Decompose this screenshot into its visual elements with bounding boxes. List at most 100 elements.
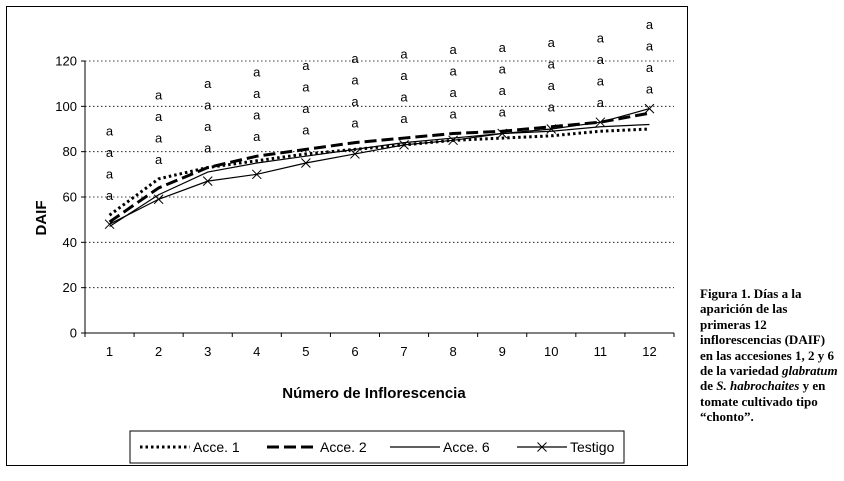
data-point-marker — [202, 176, 213, 186]
significance-letter: a — [351, 73, 359, 88]
x-axis: 1 2 3 4 5 6 7 8 9 10 11 12 — [84, 332, 675, 359]
marker-stroke — [399, 140, 409, 150]
caption-part-2: de — [700, 378, 717, 394]
y-tick-label: 120 — [55, 54, 77, 69]
caption-italic-2: S. habrochaites — [716, 378, 800, 394]
significance-letter: a — [253, 108, 261, 123]
data-point-marker — [448, 135, 458, 146]
figure-caption: Figura 1. Días a la aparición de las pri… — [700, 286, 840, 425]
significance-letter: a — [400, 68, 408, 83]
marker-stroke — [595, 117, 606, 128]
significance-letter: a — [400, 90, 408, 105]
significance-letter: a — [646, 17, 654, 32]
y-tick-label: 100 — [55, 99, 77, 114]
significance-letter: a — [548, 78, 556, 93]
significance-letter: a — [548, 57, 556, 72]
y-axis-label: DAIF — [33, 201, 50, 236]
marker-stroke — [350, 149, 360, 159]
data-point-marker — [251, 169, 262, 180]
legend-item: Acce. 2 — [267, 439, 367, 455]
marker-stroke — [546, 124, 557, 134]
significance-letter: a — [499, 83, 507, 98]
x-tick-label: 3 — [204, 344, 211, 359]
x-tick-label: 12 — [642, 344, 656, 359]
x-tick-label: 6 — [351, 344, 358, 359]
significance-letter: a — [548, 100, 556, 115]
series-lines — [104, 103, 655, 230]
significance-letter: a — [450, 85, 458, 100]
significance-letter: a — [646, 39, 654, 54]
legend-marker-stroke — [537, 442, 547, 452]
significance-letter: a — [302, 58, 310, 73]
y-tick-label: 0 — [70, 326, 77, 341]
x-axis-label: Número de Inflorescencia — [282, 385, 466, 402]
caption-part-1: Figura 1. Días a la aparición de las pri… — [700, 286, 834, 379]
x-tick-label: 9 — [499, 344, 506, 359]
data-point-marker — [546, 124, 557, 134]
significance-letter: a — [106, 188, 114, 203]
significance-letter: a — [106, 167, 114, 182]
significance-letter: a — [499, 61, 507, 76]
marker-stroke — [202, 176, 213, 186]
legend-label: Acce. 6 — [443, 439, 490, 455]
significance-letter: a — [302, 101, 310, 116]
significance-letter: a — [204, 141, 212, 156]
significance-letter: a — [351, 51, 359, 66]
series-line-acce-6 — [109, 123, 650, 227]
y-axis: 0 20 40 60 80 100 120 — [55, 54, 86, 341]
significance-letter: a — [351, 94, 359, 109]
data-point-marker — [104, 219, 115, 230]
significance-letters: aaaaaaaaaaaaaaaaaaaaaaaaaaaaaaaaaaaaaaaa… — [106, 17, 654, 203]
significance-letter: a — [204, 119, 212, 134]
series-line-acce-2 — [108, 111, 650, 224]
x-tick-label: 5 — [302, 344, 309, 359]
significance-letter: a — [155, 130, 163, 145]
significance-letter: a — [646, 82, 654, 97]
significance-letter: a — [400, 47, 408, 62]
x-tick-label: 7 — [400, 344, 407, 359]
marker-stroke — [448, 135, 458, 146]
x-tick-label: 2 — [155, 344, 162, 359]
significance-letter: a — [597, 95, 605, 110]
series-line-acce-1 — [108, 127, 650, 217]
legend-label: Testigo — [570, 439, 615, 455]
significance-letter: a — [106, 124, 114, 139]
caption-italic-1: glabratum — [781, 363, 838, 379]
significance-letter: a — [499, 104, 507, 119]
legend: Acce. 1 Acce. 2 Acce. 6 Testigo — [129, 430, 625, 464]
marker-stroke — [251, 169, 262, 180]
data-point-marker — [350, 149, 360, 159]
legend-item: Acce. 1 — [140, 439, 240, 455]
significance-letter: a — [253, 65, 261, 80]
significance-letter: a — [499, 40, 507, 55]
significance-letter: a — [204, 98, 212, 113]
significance-letter: a — [351, 116, 359, 131]
marker-stroke — [104, 219, 115, 230]
data-point-marker — [153, 194, 164, 205]
y-tick-label: 60 — [63, 190, 77, 205]
x-tick-label: 4 — [253, 344, 260, 359]
y-tick-label: 40 — [63, 235, 77, 250]
legend-item: Acce. 6 — [390, 439, 490, 455]
significance-letter: a — [400, 111, 408, 126]
significance-letter: a — [253, 129, 261, 144]
marker-stroke — [153, 194, 164, 205]
data-point-marker — [399, 140, 409, 150]
significance-letter: a — [450, 64, 458, 79]
marker-stroke — [301, 158, 311, 168]
caption-part-3: y en tomate cultivado tipo “chonto”. — [700, 378, 826, 425]
legend-label: Acce. 1 — [193, 439, 240, 455]
x-tick-label: 8 — [450, 344, 457, 359]
x-tick-label: 10 — [544, 344, 558, 359]
data-point-marker — [644, 103, 655, 114]
significance-letter: a — [155, 87, 163, 102]
significance-letter: a — [646, 60, 654, 75]
significance-letter: a — [597, 31, 605, 46]
x-tick-label: 1 — [106, 344, 113, 359]
significance-letter: a — [548, 35, 556, 50]
gridlines — [85, 60, 674, 289]
legend-label: Acce. 2 — [320, 439, 367, 455]
series-line-testigo — [109, 108, 650, 225]
